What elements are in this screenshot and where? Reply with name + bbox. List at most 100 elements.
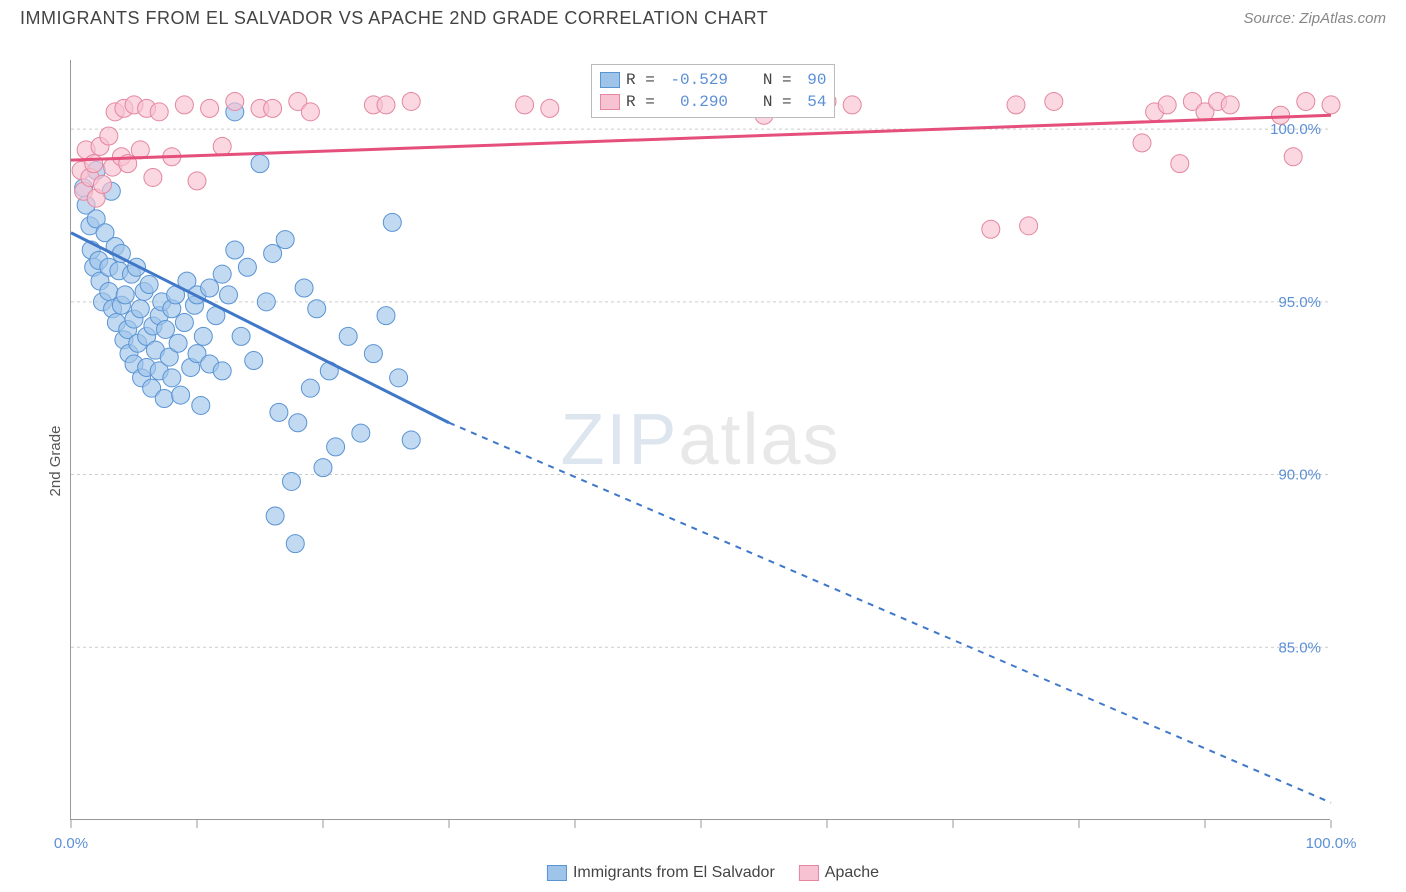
data-point	[377, 307, 395, 325]
legend-label: Apache	[825, 864, 879, 882]
data-point	[1133, 134, 1151, 152]
stats-legend: R = -0.529 N = 90R = 0.290 N = 54	[591, 64, 835, 118]
data-point	[402, 92, 420, 110]
data-point	[175, 314, 193, 332]
legend-swatch	[547, 865, 567, 881]
source-attribution: Source: ZipAtlas.com	[1243, 10, 1386, 27]
data-point	[192, 396, 210, 414]
data-point	[301, 379, 319, 397]
data-point	[1158, 96, 1176, 114]
data-point	[116, 286, 134, 304]
data-point	[383, 213, 401, 231]
data-point	[245, 352, 263, 370]
data-point	[377, 96, 395, 114]
n-label: N =	[734, 69, 801, 91]
data-point	[516, 96, 534, 114]
legend-swatch	[600, 72, 620, 88]
legend-item: Immigrants from El Salvador	[547, 864, 775, 882]
data-point	[169, 334, 187, 352]
data-point	[352, 424, 370, 442]
r-label: R =	[626, 91, 664, 113]
data-point	[155, 390, 173, 408]
data-point	[251, 155, 269, 173]
data-point	[94, 175, 112, 193]
data-point	[157, 320, 175, 338]
data-point	[270, 403, 288, 421]
data-point	[289, 414, 307, 432]
data-point	[364, 345, 382, 363]
data-point	[1284, 148, 1302, 166]
series-legend: Immigrants from El Salvador Apache	[547, 864, 879, 882]
data-point	[232, 327, 250, 345]
data-point	[264, 244, 282, 262]
data-point	[257, 293, 275, 311]
data-point	[172, 386, 190, 404]
y-tick-label: 95.0%	[1278, 294, 1321, 311]
data-point	[264, 99, 282, 117]
n-value: 90	[807, 69, 826, 91]
data-point	[140, 276, 158, 294]
trend-line-extrapolated	[449, 423, 1331, 803]
data-point	[295, 279, 313, 297]
data-point	[390, 369, 408, 387]
data-point	[213, 137, 231, 155]
r-value: -0.529	[670, 69, 728, 91]
scatter-plot-svg: 85.0%90.0%95.0%100.0%0.0%100.0%	[71, 60, 1330, 819]
data-point	[1045, 92, 1063, 110]
data-point	[1297, 92, 1315, 110]
data-point	[327, 438, 345, 456]
x-tick-label: 0.0%	[54, 835, 88, 852]
stats-legend-row: R = -0.529 N = 90	[600, 69, 826, 91]
data-point	[843, 96, 861, 114]
data-point	[163, 369, 181, 387]
legend-swatch	[600, 94, 620, 110]
data-point	[1020, 217, 1038, 235]
data-point	[402, 431, 420, 449]
data-point	[213, 362, 231, 380]
data-point	[314, 459, 332, 477]
data-point	[226, 92, 244, 110]
plot-area: 85.0%90.0%95.0%100.0%0.0%100.0% ZIPatlas…	[70, 60, 1330, 820]
n-value: 54	[807, 91, 826, 113]
data-point	[220, 286, 238, 304]
data-point	[1322, 96, 1340, 114]
data-point	[541, 99, 559, 117]
data-point	[1221, 96, 1239, 114]
y-tick-label: 85.0%	[1278, 639, 1321, 656]
data-point	[201, 99, 219, 117]
data-point	[150, 103, 168, 121]
n-label: N =	[734, 91, 801, 113]
legend-swatch	[799, 865, 819, 881]
data-point	[213, 265, 231, 283]
data-point	[276, 231, 294, 249]
y-axis-label: 2nd Grade	[47, 426, 64, 497]
data-point	[144, 168, 162, 186]
data-point	[194, 327, 212, 345]
data-point	[238, 258, 256, 276]
r-value: 0.290	[670, 91, 728, 113]
data-point	[100, 282, 118, 300]
data-point	[175, 96, 193, 114]
data-point	[201, 279, 219, 297]
data-point	[308, 300, 326, 318]
data-point	[226, 241, 244, 259]
data-point	[85, 155, 103, 173]
data-point	[339, 327, 357, 345]
data-point	[1007, 96, 1025, 114]
chart-container: 2nd Grade 85.0%90.0%95.0%100.0%0.0%100.0…	[30, 40, 1396, 882]
data-point	[301, 103, 319, 121]
data-point	[286, 535, 304, 553]
legend-label: Immigrants from El Salvador	[573, 864, 775, 882]
data-point	[100, 127, 118, 145]
y-tick-label: 90.0%	[1278, 467, 1321, 484]
r-label: R =	[626, 69, 664, 91]
header: IMMIGRANTS FROM EL SALVADOR VS APACHE 2N…	[0, 0, 1406, 33]
data-point	[982, 220, 1000, 238]
stats-legend-row: R = 0.290 N = 54	[600, 91, 826, 113]
legend-item: Apache	[799, 864, 879, 882]
data-point	[1171, 155, 1189, 173]
data-point	[1272, 106, 1290, 124]
data-point	[266, 507, 284, 525]
data-point	[283, 472, 301, 490]
x-tick-label: 100.0%	[1306, 835, 1357, 852]
